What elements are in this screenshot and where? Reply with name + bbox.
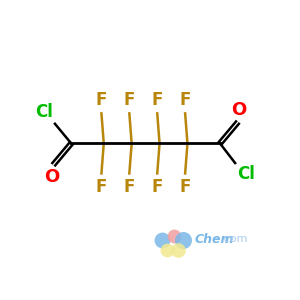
Text: F: F xyxy=(124,178,135,196)
Text: F: F xyxy=(96,178,107,196)
Text: F: F xyxy=(179,178,191,196)
Text: F: F xyxy=(179,91,191,109)
Text: O: O xyxy=(44,168,59,186)
Text: F: F xyxy=(152,91,163,109)
Text: F: F xyxy=(96,91,107,109)
Point xyxy=(164,247,169,252)
Point xyxy=(171,233,176,238)
Text: Cl: Cl xyxy=(238,165,255,183)
Text: F: F xyxy=(124,91,135,109)
Point xyxy=(180,238,185,243)
Point xyxy=(160,238,164,243)
Text: F: F xyxy=(152,178,163,196)
Text: .com: .com xyxy=(221,234,249,244)
Text: Cl: Cl xyxy=(35,103,52,122)
Text: Chem: Chem xyxy=(194,233,234,246)
Text: O: O xyxy=(231,101,246,119)
Point xyxy=(176,247,181,252)
